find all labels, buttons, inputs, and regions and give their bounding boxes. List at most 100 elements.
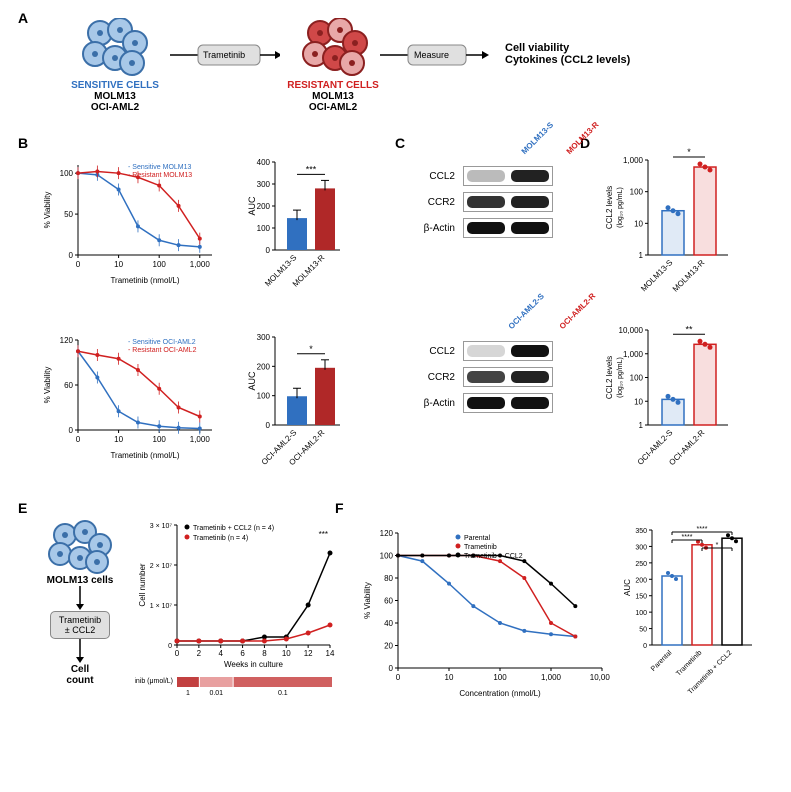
svg-text:CCL2 levels: CCL2 levels xyxy=(605,186,614,229)
svg-text:CCL2 levels: CCL2 levels xyxy=(605,356,614,399)
svg-text:250: 250 xyxy=(635,561,647,568)
svg-text:100: 100 xyxy=(153,435,167,444)
svg-text:Cell number: Cell number xyxy=(138,563,147,606)
svg-text:- Resistant MOLM13: - Resistant MOLM13 xyxy=(128,172,192,179)
svg-text:200: 200 xyxy=(257,202,271,211)
svg-text:1: 1 xyxy=(639,251,644,260)
svg-text:60: 60 xyxy=(64,381,73,390)
step2-label: Measure xyxy=(414,50,449,60)
svg-text:10: 10 xyxy=(634,397,643,406)
svg-text:MOLM13-S: MOLM13-S xyxy=(639,258,674,293)
svg-text:100: 100 xyxy=(630,188,644,197)
svg-text:6: 6 xyxy=(240,649,245,658)
blot-row: CCR2 xyxy=(400,192,575,212)
blot-lanes xyxy=(463,393,553,413)
svg-text:1 × 10⁷: 1 × 10⁷ xyxy=(150,603,173,610)
panel-f-curve-chart: 0204060801001200101001,00010,000Concentr… xyxy=(360,525,610,700)
svg-text:*: * xyxy=(687,147,691,157)
protein-label: CCR2 xyxy=(400,372,455,383)
svg-text:- Sensitive MOLM13: - Sensitive MOLM13 xyxy=(128,164,192,171)
protein-label: CCR2 xyxy=(400,197,455,208)
cell-line: OCI-AML2 xyxy=(60,102,170,113)
blot-lanes xyxy=(463,166,553,186)
svg-text:100: 100 xyxy=(380,552,394,561)
blot-lanes xyxy=(463,367,553,387)
svg-text:0: 0 xyxy=(175,649,180,658)
svg-text:50: 50 xyxy=(64,210,73,219)
svg-text:**: ** xyxy=(685,324,693,334)
protein-label: β-Actin xyxy=(400,223,455,234)
cell-line: MOLM13 xyxy=(278,91,388,102)
svg-text:300: 300 xyxy=(257,180,271,189)
cell-count-label: Cell count xyxy=(30,664,130,686)
blot-row: CCL2 xyxy=(400,341,575,361)
svg-text:10: 10 xyxy=(445,673,454,682)
step1-label: Trametinib xyxy=(203,50,245,60)
sensitive-label: SENSITIVE CELLS MOLM13 OCI-AML2 xyxy=(60,80,170,113)
panel-c-molm-blot: MOLM13-S MOLM13-R CCL2 CCR2 β-Actin xyxy=(400,155,575,238)
svg-text:0: 0 xyxy=(69,426,74,435)
protein-label: CCL2 xyxy=(400,346,455,357)
svg-text:0: 0 xyxy=(266,246,271,255)
blot-lanes xyxy=(463,218,553,238)
panel-label-c: C xyxy=(395,135,405,151)
svg-text:Trametinib + CCL2 (n = 4): Trametinib + CCL2 (n = 4) xyxy=(193,525,274,532)
svg-text:- Sensitive OCI-AML2: - Sensitive OCI-AML2 xyxy=(128,339,196,346)
blot-header: OCI-AML2-R xyxy=(558,291,598,331)
svg-text:10: 10 xyxy=(114,435,123,444)
svg-text:1: 1 xyxy=(639,421,644,430)
svg-text:% Viability: % Viability xyxy=(43,192,52,229)
panel-e-schematic: MOLM13 cells Trametinib ± CCL2 Cell coun… xyxy=(30,520,130,686)
svg-text:100: 100 xyxy=(493,673,507,682)
svg-text:****: **** xyxy=(697,526,708,533)
ccl2-molm-chart: 1101001,000MOLM13-SMOLM13-R*CCL2 levels(… xyxy=(600,145,770,315)
panel-label-b: B xyxy=(18,135,28,151)
svg-text:10: 10 xyxy=(634,219,643,228)
svg-text:100: 100 xyxy=(257,392,271,401)
svg-text:Concentration (nmol/L): Concentration (nmol/L) xyxy=(459,689,541,698)
output-line: Cell viability xyxy=(505,42,630,54)
svg-text:0.01: 0.01 xyxy=(209,690,223,697)
svg-text:0: 0 xyxy=(76,435,81,444)
svg-text:4: 4 xyxy=(218,649,223,658)
panel-f-auc-bar: 050100150200250300350ParentalTrametinibT… xyxy=(620,515,780,715)
svg-text:0: 0 xyxy=(69,251,74,260)
molm13-label: MOLM13 cells xyxy=(30,575,130,586)
ociaml2-auc-bar: 0100200300OCI-AML2-SOCI-AML2-R*AUC xyxy=(245,325,345,480)
blot-row: β-Actin xyxy=(400,393,575,413)
treatment-text: Trametinib xyxy=(59,615,101,625)
svg-text:Weeks in culture: Weeks in culture xyxy=(224,660,284,669)
treatment-box: Trametinib ± CCL2 xyxy=(50,611,110,639)
blot-headers: MOLM13-S MOLM13-R xyxy=(400,155,575,164)
svg-text:Trametinib + CCL2: Trametinib + CCL2 xyxy=(464,553,523,560)
svg-text:100: 100 xyxy=(630,374,644,383)
molm13-curve-chart: 0501000101001,000Trametinib (nmol/L)% Vi… xyxy=(40,155,220,285)
blot-lanes xyxy=(463,341,553,361)
protein-label: CCL2 xyxy=(400,171,455,182)
svg-text:10: 10 xyxy=(114,260,123,269)
output-text: Cell viability Cytokines (CCL2 levels) xyxy=(505,42,630,66)
svg-text:50: 50 xyxy=(639,627,647,634)
ccl2-text: ± CCL2 xyxy=(65,625,95,635)
svg-text:*: * xyxy=(716,542,719,549)
svg-text:2 × 10⁷: 2 × 10⁷ xyxy=(150,563,173,570)
svg-text:Trametinib: Trametinib xyxy=(464,544,497,551)
svg-text:% Viability: % Viability xyxy=(363,582,372,619)
svg-text:40: 40 xyxy=(384,619,393,628)
blot-header: OCI-AML2-S xyxy=(507,292,546,331)
svg-text:150: 150 xyxy=(635,594,647,601)
svg-text:200: 200 xyxy=(257,362,271,371)
svg-text:1: 1 xyxy=(186,690,190,697)
svg-text:*: * xyxy=(309,344,313,354)
svg-text:- Resistant OCI-AML2: - Resistant OCI-AML2 xyxy=(128,347,197,354)
svg-text:200: 200 xyxy=(635,577,647,584)
svg-text:60: 60 xyxy=(384,597,393,606)
svg-text:AUC: AUC xyxy=(247,371,257,391)
sensitive-cells-icon xyxy=(80,18,150,78)
down-arrow-icon xyxy=(70,586,90,611)
svg-text:0: 0 xyxy=(389,664,394,673)
svg-text:0.1: 0.1 xyxy=(278,690,288,697)
svg-text:20: 20 xyxy=(384,642,393,651)
svg-text:(log₁₀ pg/mL): (log₁₀ pg/mL) xyxy=(617,357,624,398)
blot-row: β-Actin xyxy=(400,218,575,238)
